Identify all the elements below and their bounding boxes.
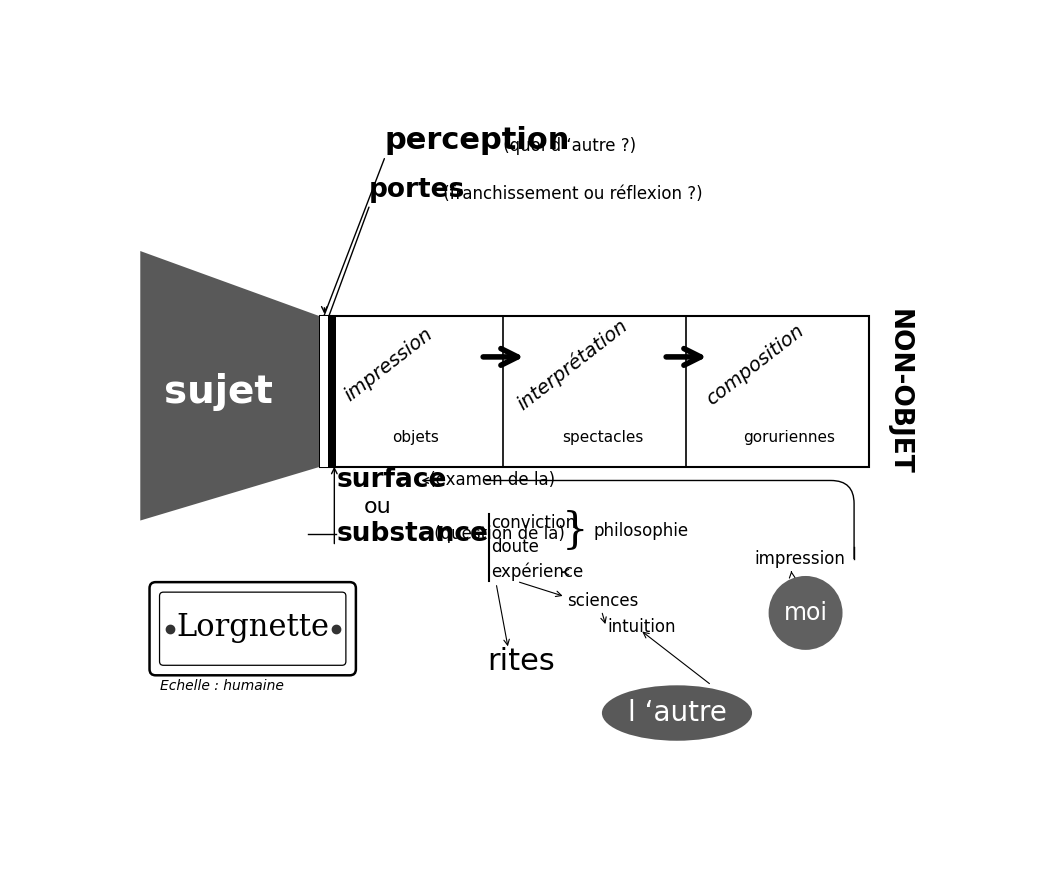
Text: moi: moi [784,601,828,625]
Text: (franchissement ou réflexion ?): (franchissement ou réflexion ?) [439,186,703,203]
Text: objets: objets [392,430,440,445]
Text: impression: impression [341,325,437,405]
Text: }: } [562,510,588,552]
Text: substance: substance [337,522,488,548]
Circle shape [769,576,843,650]
Text: goruriennes: goruriennes [744,430,835,445]
Text: impression: impression [754,550,846,568]
Text: philosophie: philosophie [593,523,689,541]
Text: rites: rites [487,647,554,676]
Text: surface: surface [337,467,447,493]
Text: (examen de la): (examen de la) [424,472,554,490]
Text: (question de la): (question de la) [429,525,565,543]
Text: perception: perception [384,126,570,155]
Text: sciences: sciences [567,592,639,610]
Text: doute: doute [491,539,540,557]
Text: conviction: conviction [491,514,576,532]
FancyBboxPatch shape [149,582,356,675]
Text: ou: ou [364,497,391,516]
Text: portes: portes [369,178,465,203]
Bar [328,317,336,467]
Text: intuition: intuition [608,618,676,636]
Text: interprétation: interprétation [512,315,631,414]
Text: Echelle : humaine: Echelle : humaine [160,679,283,693]
Text: Lorgnette: Lorgnette [176,612,329,642]
Ellipse shape [602,685,752,740]
Text: composition: composition [703,320,808,409]
Text: sujet: sujet [164,373,274,410]
Text: expérience: expérience [491,563,584,582]
Bar [319,317,321,467]
Bar [321,317,870,467]
Bar [321,317,328,467]
Text: NON-OBJET: NON-OBJET [886,309,912,475]
Text: (quoi d ‘autre ?): (quoi d ‘autre ?) [499,136,636,155]
Text: spectacles: spectacles [562,430,644,445]
Polygon shape [140,251,321,521]
Text: l ‘autre: l ‘autre [628,699,727,727]
